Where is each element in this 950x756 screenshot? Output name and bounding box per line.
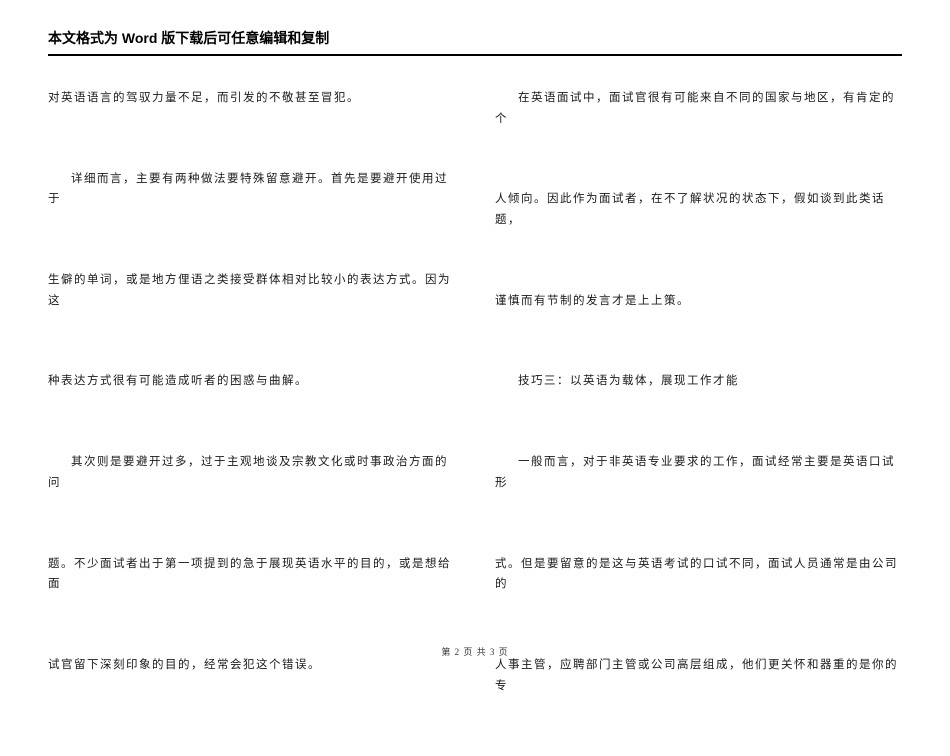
footer-page-label: 页 <box>463 647 473 657</box>
paragraph: 对英语语言的驾驭力量不足，而引发的不敬甚至冒犯。 <box>48 88 455 109</box>
page-header-title: 本文格式为 Word 版下载后可任意编辑和复制 <box>48 28 902 56</box>
paragraph: 在英语面试中，面试官很有可能来自不同的国家与地区，有肯定的个 <box>495 88 902 129</box>
footer-page-label-end: 页 <box>499 647 509 657</box>
page-footer: 第 2 页 共 3 页 <box>0 645 950 658</box>
paragraph: 一般而言，对于非英语专业要求的工作，面试经常主要是英语口试形 <box>495 452 902 493</box>
paragraph: 式。但是要留意的是这与英语考试的口试不同，面试人员通常是由公司的 <box>495 554 902 595</box>
footer-prefix: 第 <box>441 647 451 657</box>
paragraph: 其次则是要避开过多，过于主观地谈及宗教文化或时事政治方面的问 <box>48 452 455 493</box>
paragraph: 人倾向。因此作为面试者，在不了解状况的状态下，假如谈到此类话题， <box>495 189 902 230</box>
document-page: 本文格式为 Word 版下载后可任意编辑和复制 对英语语言的驾驭力量不足，而引发… <box>0 0 950 756</box>
paragraph: 详细而言，主要有两种做法要特殊留意避开。首先是要避开使用过于 <box>48 169 455 210</box>
footer-current-page: 2 <box>455 647 461 657</box>
footer-of-label: 共 <box>477 647 487 657</box>
paragraph: 技巧三：以英语为载体，展现工作才能 <box>495 371 902 392</box>
paragraph: 生僻的单词，或是地方俚语之类接受群体相对比较小的表达方式。因为这 <box>48 270 455 311</box>
footer-total-pages: 3 <box>490 647 496 657</box>
paragraph: 谨慎而有节制的发言才是上上策。 <box>495 291 902 312</box>
paragraph: 种表达方式很有可能造成听者的困惑与曲解。 <box>48 371 455 392</box>
paragraph: 题。不少面试者出于第一项提到的急于展现英语水平的目的，或是想给面 <box>48 554 455 595</box>
paragraph: 人事主管，应聘部门主管或公司高层组成，他们更关怀和器重的是你的专 <box>495 655 902 696</box>
